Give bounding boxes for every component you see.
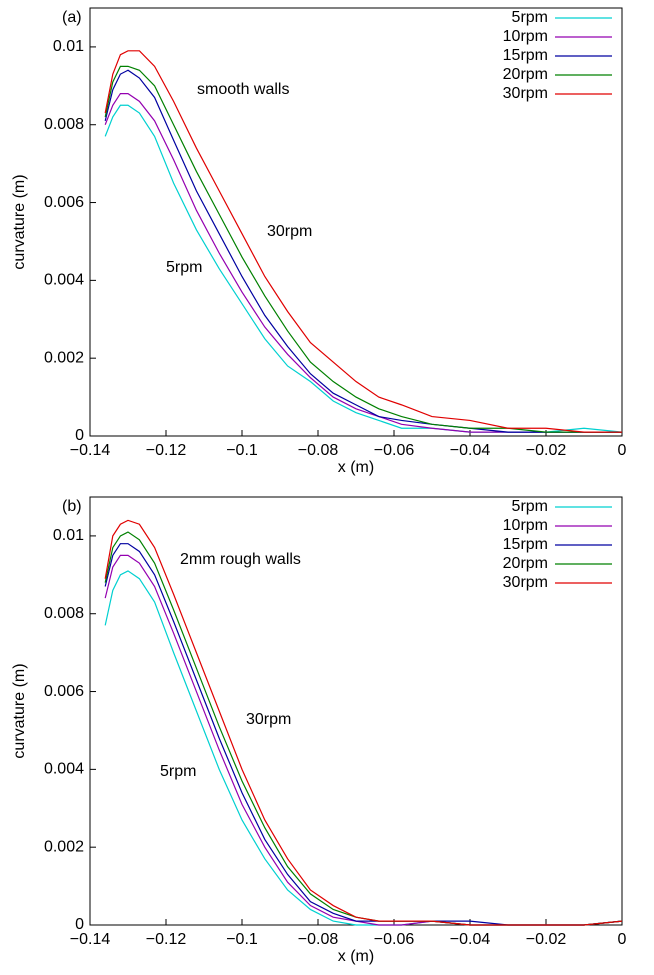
legend-label: 15rpm: [503, 536, 548, 553]
annotation: 30rpm: [246, 711, 291, 728]
x-tick-label: −0.02: [526, 931, 567, 948]
y-axis-label: curvature (m): [11, 663, 28, 758]
legend-label: 10rpm: [503, 28, 548, 45]
x-tick-label: 0: [618, 931, 627, 948]
x-tick-label: −0.06: [374, 442, 415, 459]
y-tick-label: 0.004: [44, 272, 84, 289]
y-tick-label: 0.008: [44, 116, 84, 133]
legend-label: 20rpm: [503, 555, 548, 572]
x-tick-label: −0.06: [374, 931, 415, 948]
legend-label: 30rpm: [503, 574, 548, 591]
x-tick-label: −0.04: [450, 931, 491, 948]
legend-label: 5rpm: [512, 9, 548, 26]
series-line: [104, 65, 622, 433]
legend-label: 10rpm: [503, 517, 548, 534]
legend-label: 15rpm: [503, 47, 548, 64]
plot-frame: [89, 7, 623, 437]
series-line: [104, 543, 623, 926]
y-tick-label: 0.01: [53, 38, 84, 55]
series-line: [104, 519, 623, 926]
y-tick-label: 0.008: [44, 605, 84, 622]
annotation: smooth walls: [197, 81, 289, 98]
x-tick-label: −0.14: [70, 442, 111, 459]
x-axis-label: x (m): [338, 459, 374, 476]
legend-label: 30rpm: [503, 85, 548, 102]
y-tick-label: 0.004: [44, 761, 84, 778]
series-line: [104, 93, 622, 433]
series-line: [104, 554, 623, 926]
x-tick-label: −0.04: [450, 442, 491, 459]
y-tick-label: 0: [75, 427, 84, 444]
x-tick-label: −0.1: [226, 931, 258, 948]
series-line: [104, 50, 622, 433]
annotation: 2mm rough walls: [180, 551, 301, 568]
annotation: 5rpm: [160, 763, 196, 780]
y-tick-label: 0.002: [44, 838, 84, 855]
panel-label: (a): [62, 9, 82, 26]
x-tick-label: −0.12: [146, 931, 187, 948]
annotation: 30rpm: [267, 223, 312, 240]
x-tick-label: −0.1: [226, 442, 258, 459]
series-line: [104, 69, 622, 433]
y-axis-label: curvature (m): [11, 174, 28, 269]
y-tick-label: 0: [75, 916, 84, 933]
x-tick-label: −0.08: [298, 931, 339, 948]
x-tick-label: −0.08: [298, 442, 339, 459]
y-tick-label: 0.006: [44, 194, 84, 211]
annotation: 5rpm: [166, 259, 202, 276]
x-tick-label: −0.14: [70, 931, 111, 948]
legend-label: 5rpm: [512, 498, 548, 515]
x-tick-label: 0: [618, 442, 627, 459]
y-tick-label: 0.01: [53, 527, 84, 544]
panel-label: (b): [62, 498, 82, 515]
series-line: [104, 570, 623, 926]
y-tick-label: 0.006: [44, 683, 84, 700]
x-tick-label: −0.02: [526, 442, 567, 459]
legend-label: 20rpm: [503, 66, 548, 83]
x-tick-label: −0.12: [146, 442, 187, 459]
y-tick-label: 0.002: [44, 349, 84, 366]
x-axis-label: x (m): [338, 948, 374, 965]
